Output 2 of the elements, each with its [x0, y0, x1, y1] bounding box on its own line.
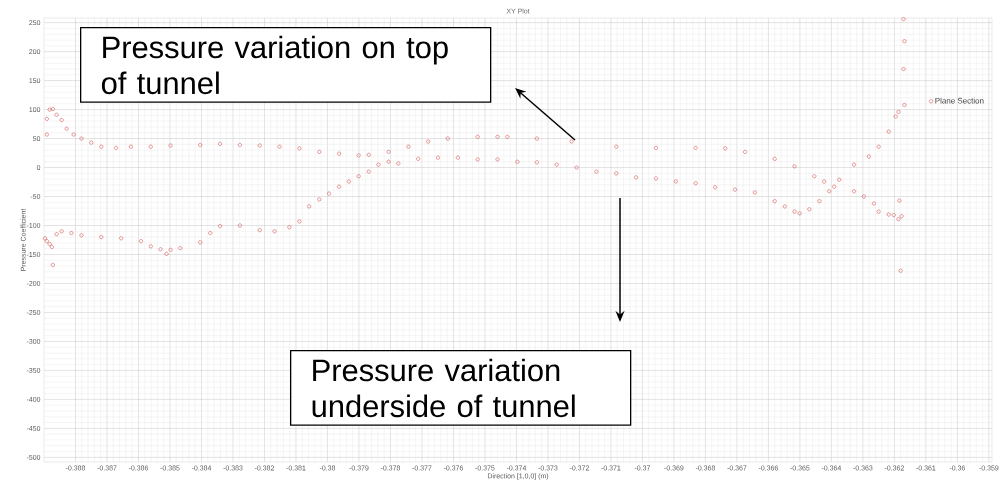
- annotation: Pressure variation on top of tunnel: [101, 35, 448, 95]
- annotation: Pressure variation underside of tunnel: [312, 358, 575, 418]
